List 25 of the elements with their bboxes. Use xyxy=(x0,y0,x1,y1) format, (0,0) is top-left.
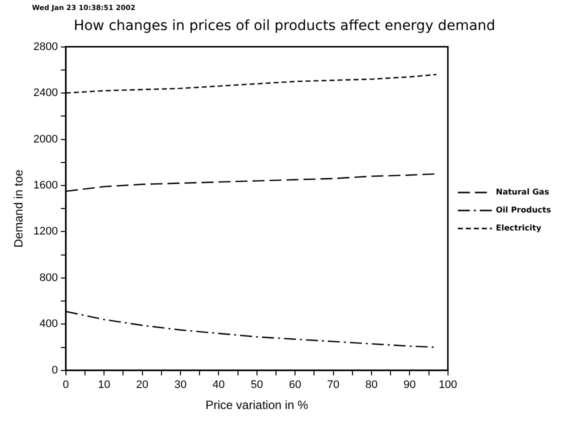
y-tick-label: 2800 xyxy=(33,40,58,53)
y-tick-label: 400 xyxy=(40,318,58,330)
y-axis-title: Demand in toe xyxy=(12,169,26,248)
x-tick-label: 20 xyxy=(136,379,148,392)
x-tick-label: 10 xyxy=(98,379,110,392)
y-tick-label: 800 xyxy=(40,272,58,284)
x-tick-label: 40 xyxy=(212,379,225,392)
x-tick-label: 0 xyxy=(62,379,69,392)
y-tick-label: 0 xyxy=(52,364,58,376)
x-tick-label: 90 xyxy=(404,379,416,392)
y-tick-label: 1200 xyxy=(33,226,58,238)
x-axis-title: Price variation in % xyxy=(206,398,309,412)
x-tick-label: 70 xyxy=(327,379,340,392)
x-tick-label: 50 xyxy=(250,379,263,392)
x-tick-label: 30 xyxy=(174,379,187,392)
y-tick-label: 2000 xyxy=(33,133,58,146)
legend-label: Natural Gas xyxy=(496,188,550,197)
x-tick-label: 60 xyxy=(288,379,302,392)
chart-title: How changes in prices of oil products affect energy demand xyxy=(74,18,496,34)
x-tick-label: 80 xyxy=(365,379,378,392)
x-tick-label: 100 xyxy=(438,379,458,392)
y-tick-label: 2400 xyxy=(33,87,58,100)
y-tick-label: 1600 xyxy=(33,180,58,192)
legend-label: Oil Products xyxy=(496,206,552,215)
legend-label: Electricity xyxy=(496,224,542,233)
